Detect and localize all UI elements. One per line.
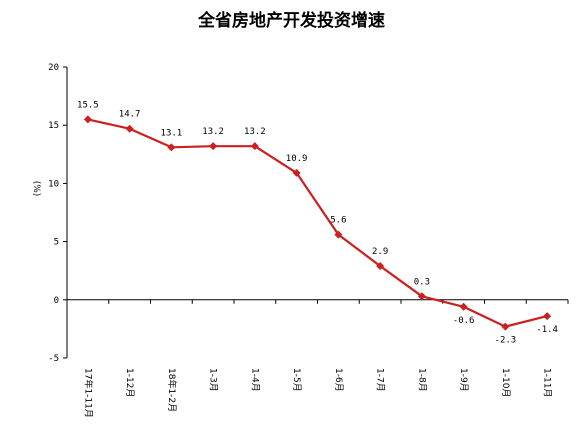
x-category-label: 1-3月 xyxy=(208,368,219,392)
data-label: 15.5 xyxy=(77,100,99,110)
chart-title: 全省房地产开发投资增速 xyxy=(198,11,385,31)
y-tick-label: 15 xyxy=(48,121,59,131)
data-point xyxy=(501,322,510,331)
data-label: 13.1 xyxy=(161,128,183,138)
series-line xyxy=(87,118,548,328)
data-point xyxy=(83,115,92,124)
x-category-label: 1-7月 xyxy=(375,368,386,392)
series-group xyxy=(83,115,552,331)
data-label: -1.4 xyxy=(536,325,558,335)
y-tick-label: 20 xyxy=(48,63,59,73)
x-category-label: 1-8月 xyxy=(416,368,427,392)
data-labels: 15.5 14.7 13.1 13.2 13.2 10.9 5.6 2.9 0.3 -0.6 -2.… xyxy=(77,100,558,345)
data-point xyxy=(334,230,343,239)
x-category-label: 1-9月 xyxy=(458,368,469,392)
data-point xyxy=(459,302,468,311)
x-category-label: 1-12月 xyxy=(124,368,135,397)
data-label: 5.6 xyxy=(330,216,346,226)
data-point xyxy=(209,142,218,151)
data-label: 13.2 xyxy=(244,127,266,137)
x-category-label: 18年1-2月 xyxy=(166,368,178,412)
y-axis-ticks: 20 15 10 5 0 -5 xyxy=(48,63,67,364)
x-category-label: 17年1-11月 xyxy=(82,368,94,418)
data-label: 13.2 xyxy=(202,127,224,137)
x-category-label: 1-11月 xyxy=(542,368,553,397)
data-label: 10.9 xyxy=(286,154,308,164)
data-label: 2.9 xyxy=(372,247,388,257)
axes xyxy=(66,67,568,358)
x-category-label: 1-6月 xyxy=(333,368,344,392)
data-point xyxy=(376,262,385,271)
data-point xyxy=(543,312,552,321)
x-axis-ticks: 17年1-11月 1-12月 18年1-2月 1-3月 1-4月 1-5月 1-6月 1-7月… xyxy=(66,299,569,418)
y-tick-label: 0 xyxy=(54,296,59,306)
data-point xyxy=(292,168,301,177)
y-tick-label: 10 xyxy=(48,179,59,189)
data-point xyxy=(167,143,176,152)
data-point xyxy=(125,124,134,133)
y-tick-label: -5 xyxy=(48,354,59,364)
data-label: -0.6 xyxy=(453,316,475,326)
data-label: 14.7 xyxy=(119,110,141,120)
data-label: 0.3 xyxy=(414,277,430,287)
y-axis-label: (%) xyxy=(31,181,41,197)
data-label: -2.3 xyxy=(495,336,517,346)
x-category-label: 1-10月 xyxy=(500,368,511,397)
data-point xyxy=(250,142,259,151)
x-category-label: 1-4月 xyxy=(249,368,260,392)
x-category-label: 1-5月 xyxy=(291,368,302,392)
data-point xyxy=(417,292,426,301)
y-tick-label: 5 xyxy=(54,238,59,248)
